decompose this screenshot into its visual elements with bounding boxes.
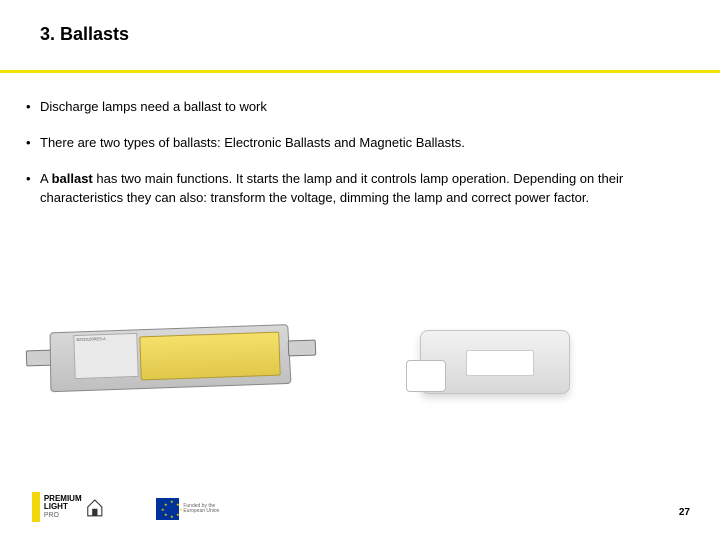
logo-line2: LIGHT <box>44 502 68 511</box>
ballast-brand-label-icon <box>139 332 280 381</box>
logo-text: PREMIUM LIGHT PRO <box>44 495 85 519</box>
bullet-text-bold: ballast <box>52 171 93 186</box>
bullet-item: A ballast has two main functions. It sta… <box>26 170 694 206</box>
slide-title: 3. Ballasts <box>40 24 129 45</box>
house-icon <box>86 496 104 518</box>
ballast-mount-tab-icon <box>288 340 317 357</box>
ballast-label-icon <box>466 350 534 376</box>
eu-caption: Funded by the European Union <box>183 504 234 514</box>
content-area: Discharge lamps need a ballast to work T… <box>26 98 694 225</box>
page-number: 27 <box>679 507 690 518</box>
magnetic-ballast-image <box>370 300 600 430</box>
bullet-text-rest: has two main functions. It starts the la… <box>40 171 623 204</box>
footer: PREMIUM LIGHT PRO ★ ★ ★ ★ ★ ★ ★ ★ Funded… <box>0 482 720 540</box>
image-row: B232I120RES-A <box>20 280 700 450</box>
electronic-ballast-image: B232I120RES-A <box>20 310 310 420</box>
eu-flag-icon: ★ ★ ★ ★ ★ ★ ★ ★ <box>156 498 179 520</box>
ballast-terminal-icon <box>406 360 446 392</box>
bullet-text: Discharge lamps need a ballast to work <box>40 99 267 114</box>
premium-light-logo: PREMIUM LIGHT PRO <box>32 492 104 522</box>
bullet-text-prefix: A <box>40 171 52 186</box>
bullet-text: There are two types of ballasts: Electro… <box>40 135 465 150</box>
eu-logo: ★ ★ ★ ★ ★ ★ ★ ★ Funded by the European U… <box>156 496 234 522</box>
bullet-item: Discharge lamps need a ballast to work <box>26 98 694 116</box>
logo-sub: PRO <box>44 512 59 519</box>
logo-accent-bar-icon <box>32 492 40 522</box>
slide: 3. Ballasts Discharge lamps need a balla… <box>0 0 720 540</box>
bullet-item: There are two types of ballasts: Electro… <box>26 134 694 152</box>
accent-bar <box>0 70 720 73</box>
ballast-spec-label-icon: B232I120RES-A <box>73 333 138 379</box>
bullet-list: Discharge lamps need a ballast to work T… <box>26 98 694 207</box>
